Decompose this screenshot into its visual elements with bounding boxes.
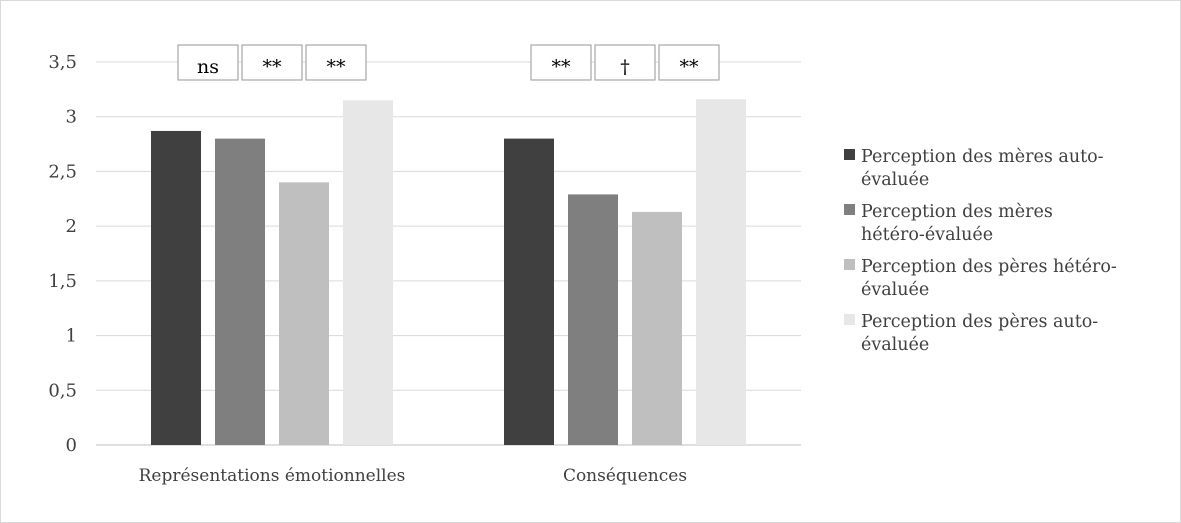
significance-label: ns xyxy=(197,56,219,78)
bar-1-1 xyxy=(151,130,201,445)
legend-label-2: hétéro-évaluée xyxy=(861,225,993,245)
legend-swatch-2 xyxy=(844,204,855,215)
significance-box-2-3 xyxy=(658,44,720,81)
significance-label: ** xyxy=(327,56,347,78)
legend-label-1: évaluée xyxy=(861,170,929,190)
y-tick-label: 3,5 xyxy=(48,52,77,73)
bar-1-2 xyxy=(215,138,265,445)
y-tick-label: 0 xyxy=(66,435,77,456)
y-tick-label: 1 xyxy=(66,326,77,347)
bar-1-3 xyxy=(279,182,329,445)
legend-swatch-1 xyxy=(844,149,855,160)
legend-label-2: Perception des mères xyxy=(861,202,1053,222)
y-tick-label: 3 xyxy=(66,107,77,128)
y-tick-label: 0,5 xyxy=(48,380,77,401)
bar-2-4 xyxy=(696,99,746,445)
significance-label: ** xyxy=(263,56,283,78)
significance-label: † xyxy=(620,56,630,78)
significance-label: ** xyxy=(680,56,700,78)
bar-2-3 xyxy=(632,211,682,445)
x-category-label: Conséquences xyxy=(563,466,687,486)
significance-label: ** xyxy=(552,56,572,78)
bar-1-4 xyxy=(343,100,393,446)
y-tick-label: 1,5 xyxy=(48,271,77,292)
y-tick-label: 2 xyxy=(66,216,77,237)
significance-box-2-2 xyxy=(594,44,656,81)
legend-swatch-3 xyxy=(844,259,855,270)
significance-box-1-2 xyxy=(241,44,303,81)
legend-label-4: évaluée xyxy=(861,335,929,355)
legend-label-3: évaluée xyxy=(861,280,929,300)
significance-box-1-1 xyxy=(177,44,239,81)
y-tick-label: 2,5 xyxy=(48,161,77,182)
legend-label-4: Perception des pères auto- xyxy=(861,312,1098,332)
bar-2-2 xyxy=(568,194,618,445)
legend-swatch-4 xyxy=(844,314,855,325)
x-category-label: Représentations émotionnelles xyxy=(139,466,406,486)
significance-box-2-1 xyxy=(530,44,592,81)
legend-label-1: Perception des mères auto- xyxy=(861,147,1104,167)
legend-label-3: Perception des pères hétéro- xyxy=(861,257,1117,277)
bar-2-1 xyxy=(504,138,554,445)
significance-box-1-3 xyxy=(305,44,367,81)
